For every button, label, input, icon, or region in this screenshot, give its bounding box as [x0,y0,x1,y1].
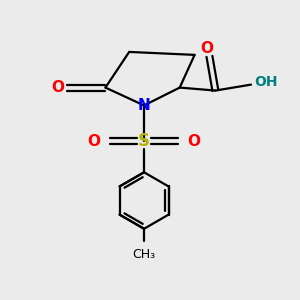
Text: OH: OH [254,75,278,88]
Text: O: O [88,134,100,148]
Text: CH₃: CH₃ [133,248,156,261]
Text: O: O [200,40,213,56]
Text: O: O [188,134,200,148]
Text: S: S [138,132,150,150]
Text: O: O [51,80,64,95]
Text: N: N [138,98,150,113]
